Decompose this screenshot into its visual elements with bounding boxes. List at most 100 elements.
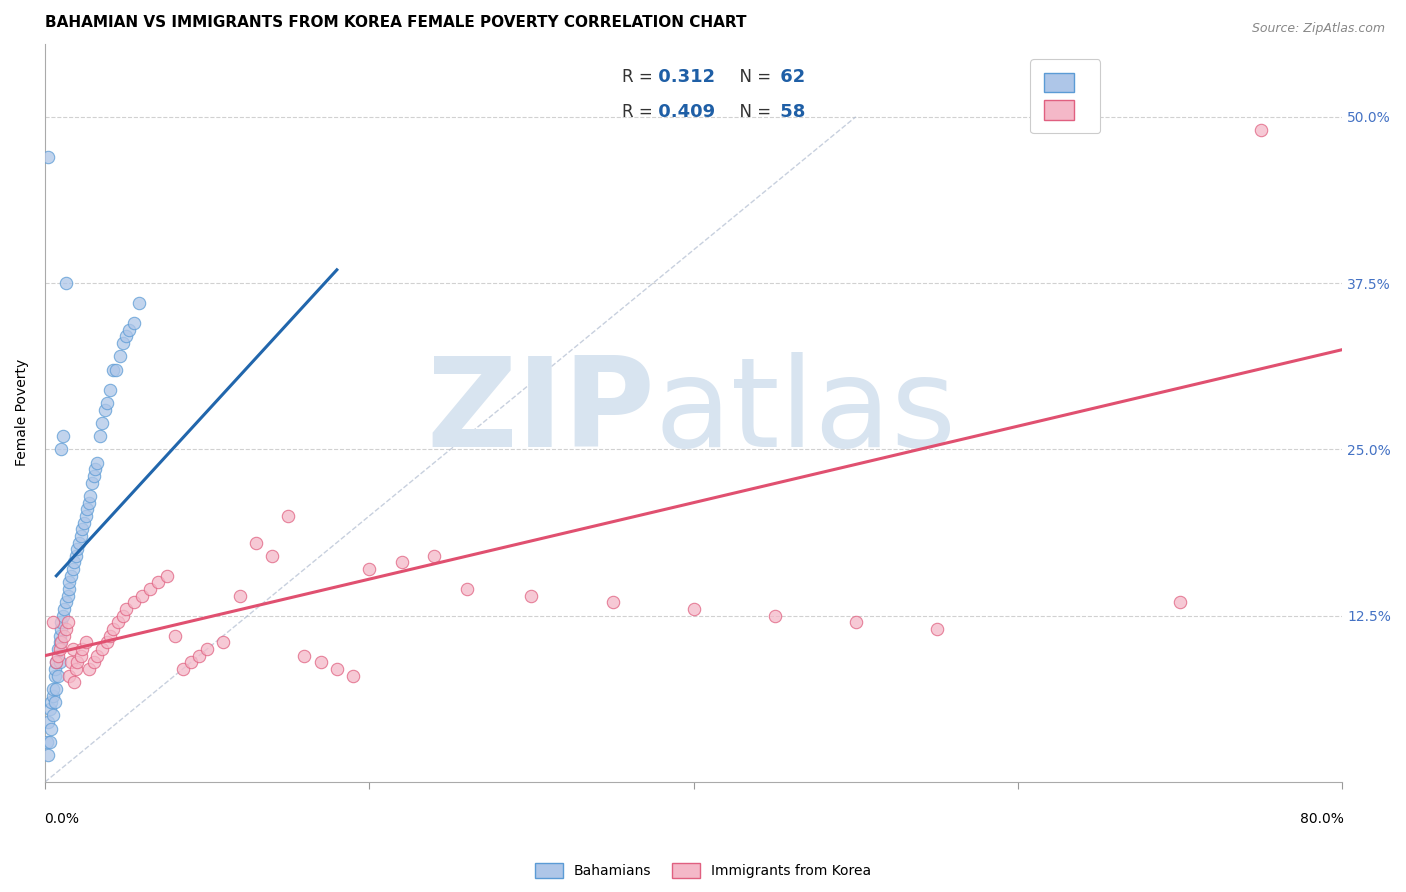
Point	[96, 396, 118, 410]
Point	[245, 535, 267, 549]
Point	[845, 615, 868, 630]
Point	[101, 622, 124, 636]
Point	[122, 316, 145, 330]
Point	[148, 575, 170, 590]
Point	[391, 556, 413, 570]
Point	[111, 336, 134, 351]
Point	[520, 589, 543, 603]
Point	[105, 362, 128, 376]
Point	[42, 689, 65, 703]
Point	[1250, 123, 1272, 137]
Point	[35, 735, 58, 749]
Point	[45, 655, 67, 669]
Point	[1168, 595, 1191, 609]
Point	[294, 648, 316, 663]
Point	[46, 648, 69, 663]
Point	[77, 662, 100, 676]
Text: 0.409: 0.409	[652, 103, 716, 120]
Point	[89, 429, 111, 443]
Point	[72, 642, 94, 657]
Text: atlas: atlas	[655, 352, 957, 474]
Point	[48, 635, 70, 649]
Point	[51, 615, 73, 630]
Point	[75, 508, 97, 523]
Point	[115, 329, 138, 343]
Text: 80.0%: 80.0%	[1299, 812, 1344, 825]
Point	[277, 508, 299, 523]
Point	[69, 529, 91, 543]
Point	[90, 416, 112, 430]
Point	[602, 595, 624, 609]
Point	[96, 635, 118, 649]
Point	[59, 569, 82, 583]
Point	[51, 442, 73, 457]
Point	[51, 622, 73, 636]
Point	[58, 668, 80, 682]
Point	[188, 648, 211, 663]
Point	[83, 655, 105, 669]
Point	[53, 629, 76, 643]
Point	[52, 608, 75, 623]
Point	[48, 642, 70, 657]
Point	[309, 655, 332, 669]
Y-axis label: Female Poverty: Female Poverty	[15, 359, 30, 467]
Point	[172, 662, 194, 676]
Point	[67, 535, 90, 549]
Point	[108, 349, 131, 363]
Point	[111, 608, 134, 623]
Text: N =: N =	[728, 103, 776, 120]
Point	[155, 569, 177, 583]
Legend: Bahamians, Immigrants from Korea: Bahamians, Immigrants from Korea	[527, 856, 879, 885]
Text: R =: R =	[623, 68, 658, 86]
Text: 0.0%: 0.0%	[44, 812, 79, 825]
Point	[66, 542, 89, 557]
Point	[423, 549, 446, 563]
Point	[925, 622, 948, 636]
Point	[163, 629, 186, 643]
Point	[56, 589, 79, 603]
Point	[107, 615, 129, 630]
Point	[212, 635, 235, 649]
Point	[65, 549, 87, 563]
Point	[41, 722, 63, 736]
Legend: , : ,	[1031, 60, 1101, 133]
Point	[46, 668, 69, 682]
Point	[195, 642, 218, 657]
Point	[122, 595, 145, 609]
Point	[72, 522, 94, 536]
Point	[115, 602, 138, 616]
Text: ZIP: ZIP	[426, 352, 655, 474]
Point	[63, 675, 86, 690]
Point	[37, 150, 59, 164]
Point	[44, 668, 66, 682]
Point	[52, 429, 75, 443]
Point	[83, 469, 105, 483]
Point	[65, 662, 87, 676]
Point	[46, 642, 69, 657]
Point	[44, 662, 66, 676]
Point	[62, 642, 84, 657]
Point	[682, 602, 704, 616]
Point	[84, 462, 107, 476]
Point	[58, 582, 80, 596]
Point	[118, 323, 141, 337]
Point	[94, 402, 117, 417]
Point	[69, 648, 91, 663]
Text: 58: 58	[775, 103, 806, 120]
Point	[45, 681, 67, 696]
Text: N =: N =	[728, 68, 776, 86]
Point	[38, 735, 60, 749]
Point	[66, 655, 89, 669]
Point	[228, 589, 250, 603]
Point	[90, 642, 112, 657]
Point	[260, 549, 283, 563]
Point	[73, 516, 96, 530]
Point	[48, 655, 70, 669]
Point	[56, 615, 79, 630]
Point	[98, 629, 121, 643]
Point	[456, 582, 478, 596]
Point	[55, 622, 77, 636]
Point	[326, 662, 349, 676]
Point	[41, 695, 63, 709]
Point	[342, 668, 364, 682]
